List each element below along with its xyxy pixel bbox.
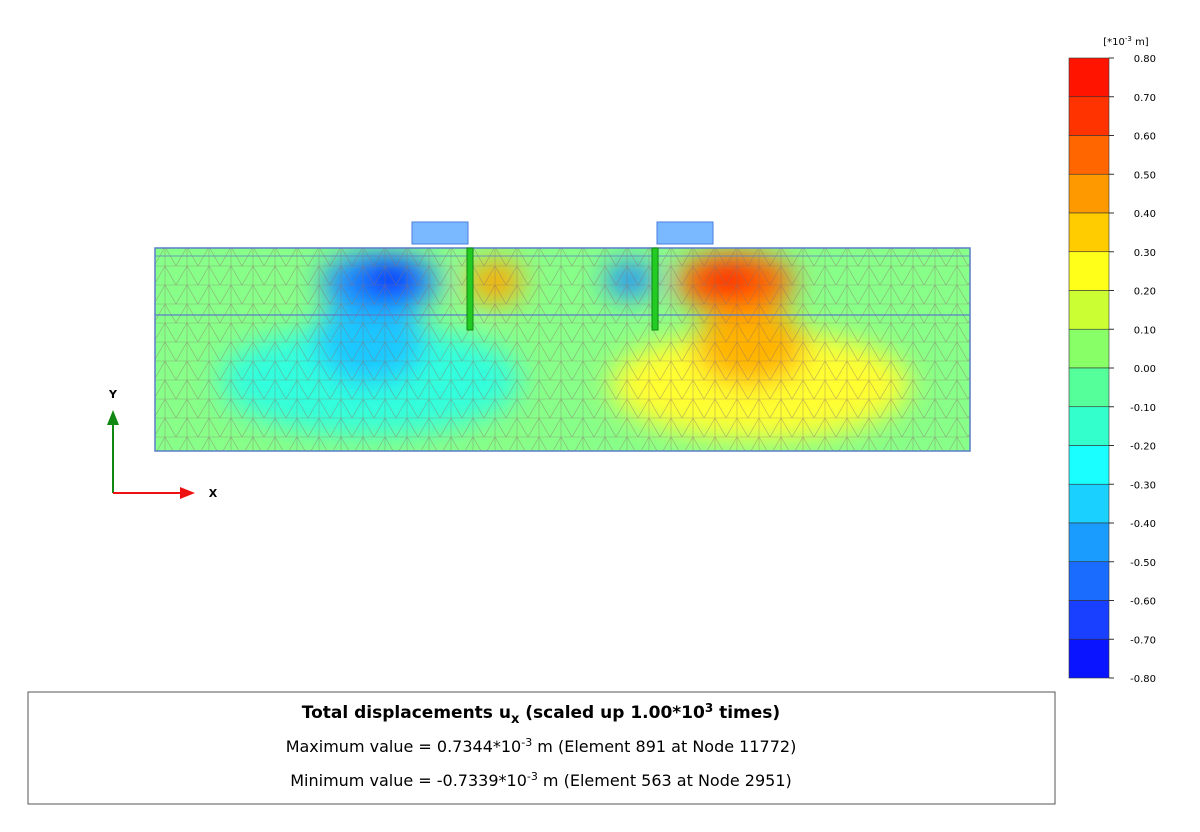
legend-tick-label: 0.50 — [1134, 170, 1156, 181]
legend-tick-label: -0.60 — [1130, 597, 1156, 608]
min-prefix: Minimum value = -0.7339*10 — [290, 771, 527, 790]
legend-band — [1068, 173, 1110, 214]
axis-label: X — [209, 487, 218, 500]
legend-tick-label: 0.70 — [1134, 93, 1156, 104]
axis-label: Y — [108, 388, 118, 401]
title-subscript: x — [511, 712, 520, 727]
min-exponent: -3 — [527, 770, 538, 783]
min-suffix: m (Element 563 at Node 2951) — [538, 771, 792, 790]
legend-band — [1068, 406, 1110, 446]
legend-tick-label: 0.10 — [1134, 325, 1156, 336]
legend-tick-label: -0.10 — [1130, 403, 1156, 414]
legend-tick-label: -0.30 — [1130, 480, 1156, 491]
legend-band — [1068, 212, 1110, 253]
legend-band — [1068, 251, 1110, 291]
title-exponent: 3 — [705, 701, 713, 715]
legend-tick-label: 0.60 — [1134, 132, 1156, 143]
max-suffix: m (Element 891 at Node 11772) — [532, 737, 796, 756]
unit-suffix: m] — [1132, 37, 1149, 48]
legend-band — [1068, 57, 1110, 98]
legend-band — [1068, 328, 1110, 369]
pile — [466, 247, 474, 331]
title-suffix: times) — [713, 703, 780, 723]
footing — [411, 221, 469, 245]
legend-tick-label: -0.80 — [1130, 674, 1156, 685]
legend-band — [1068, 561, 1110, 601]
info-title: Total displacements ux (scaled up 1.00*1… — [302, 701, 780, 727]
legend-tick-label: -0.20 — [1130, 442, 1156, 453]
legend-band — [1068, 638, 1110, 679]
legend-tick-label: -0.50 — [1130, 558, 1156, 569]
max-exponent: -3 — [521, 736, 532, 749]
legend-unit: [*10-3 m] — [1103, 35, 1149, 48]
legend-band — [1068, 483, 1110, 524]
pile — [651, 247, 659, 331]
model-boundary — [154, 247, 971, 452]
legend-tick-label: 0.40 — [1134, 209, 1156, 220]
model — [155, 248, 970, 451]
legend-band — [1068, 290, 1110, 330]
legend-band — [1068, 135, 1110, 175]
legend-tick-label: 0.00 — [1134, 364, 1156, 375]
footing — [656, 221, 714, 245]
legend-tick-label: 0.20 — [1134, 287, 1156, 298]
unit-exponent: -3 — [1125, 35, 1132, 43]
legend-band — [1068, 367, 1110, 408]
legend-band — [1068, 600, 1110, 640]
info-box — [27, 691, 1056, 805]
legend-tick-label: -0.40 — [1130, 519, 1156, 530]
legend-tick-label: 0.80 — [1134, 54, 1156, 65]
legend-band — [1068, 522, 1110, 563]
legend-tick-label: -0.70 — [1130, 635, 1156, 646]
legend-tick-label: 0.30 — [1134, 248, 1156, 259]
min-value: Minimum value = -0.7339*10-3 m (Element … — [290, 770, 792, 790]
unit-prefix: [*10 — [1103, 37, 1125, 48]
max-prefix: Maximum value = 0.7344*10 — [286, 737, 522, 756]
legend-band — [1068, 445, 1110, 485]
title-middle: (scaled up 1.00*10 — [519, 703, 705, 723]
legend-band — [1068, 96, 1110, 136]
color-legend: 0.80 0.70 0.60 0.50 0.40 0.30 0.20 0.10 0.00 -0.1… — [1068, 54, 1156, 685]
max-value: Maximum value = 0.7344*10-3 m (Element 8… — [286, 736, 797, 756]
axis-glyph: Y X — [107, 388, 218, 500]
title-text: Total displacements u — [302, 703, 511, 723]
